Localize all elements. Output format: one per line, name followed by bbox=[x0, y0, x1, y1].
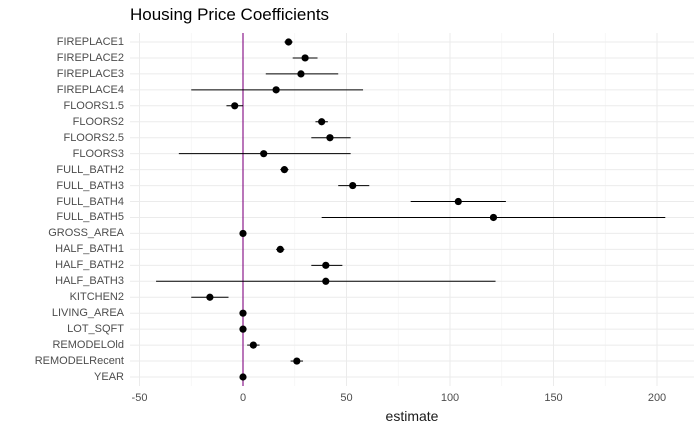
estimate-point bbox=[239, 309, 247, 317]
x-tick-label: -50 bbox=[131, 392, 148, 404]
y-tick-label: HALF_BATH3 bbox=[55, 275, 124, 288]
y-tick-label: FIREPLACE4 bbox=[56, 83, 124, 96]
estimate-point bbox=[239, 325, 247, 333]
y-tick-label: REMODELRecent bbox=[34, 355, 124, 368]
estimate-point bbox=[239, 373, 247, 381]
estimate-point bbox=[301, 54, 309, 62]
estimate-point bbox=[249, 341, 257, 349]
y-tick-label: FLOORS3 bbox=[72, 147, 124, 160]
estimate-point bbox=[318, 118, 326, 126]
y-tick-label: HALF_BATH2 bbox=[55, 259, 124, 272]
estimate-point bbox=[231, 102, 239, 110]
y-tick-label: FIREPLACE3 bbox=[56, 67, 124, 80]
estimate-point bbox=[454, 197, 462, 206]
estimate-point bbox=[489, 213, 498, 222]
estimate-point bbox=[326, 134, 334, 142]
estimate-point bbox=[280, 166, 288, 174]
x-tick-label: 50 bbox=[340, 392, 353, 404]
x-tick-label: 150 bbox=[544, 392, 563, 404]
y-tick-label: FULL_BATH2 bbox=[56, 163, 124, 176]
x-tick-label: 0 bbox=[239, 392, 247, 404]
y-tick-label: FIREPLACE1 bbox=[56, 36, 124, 48]
y-tick-label: LIVING_AREA bbox=[51, 307, 124, 320]
y-tick-label: GROSS_AREA bbox=[48, 227, 124, 240]
y-tick-label: FULL_BATH3 bbox=[56, 179, 124, 192]
estimate-point bbox=[322, 261, 330, 269]
estimate-point bbox=[276, 245, 284, 253]
y-tick-label: FLOORS2.5 bbox=[63, 131, 124, 144]
y-tick-label: FIREPLACE2 bbox=[56, 51, 124, 64]
estimate-point bbox=[297, 70, 305, 78]
estimate-point bbox=[206, 293, 214, 301]
y-tick-label: YEAR bbox=[94, 371, 124, 383]
y-tick-label: FULL_BATH4 bbox=[56, 195, 124, 208]
estimate-point bbox=[284, 38, 293, 46]
chart-title: Housing Price Coefficients bbox=[130, 5, 330, 24]
y-tick-label: KITCHEN2 bbox=[69, 291, 124, 304]
y-tick-label: FULL_BATH5 bbox=[56, 211, 124, 224]
estimate-point bbox=[272, 86, 280, 94]
estimate-point bbox=[260, 150, 268, 158]
x-tick-label: 200 bbox=[647, 392, 667, 404]
estimate-point bbox=[322, 277, 330, 285]
x-axis-label: estimate bbox=[385, 408, 439, 424]
y-tick-label: FLOORS1.5 bbox=[63, 99, 124, 112]
estimate-point bbox=[239, 229, 247, 238]
y-tick-label: FLOORS2 bbox=[72, 115, 124, 128]
estimate-point bbox=[293, 357, 301, 365]
estimate-point bbox=[349, 181, 357, 190]
y-tick-label: HALF_BATH1 bbox=[55, 243, 124, 256]
y-tick-label: REMODELOld bbox=[52, 339, 124, 352]
y-tick-label: LOT_SQFT bbox=[67, 323, 124, 336]
x-tick-label: 100 bbox=[440, 392, 460, 404]
